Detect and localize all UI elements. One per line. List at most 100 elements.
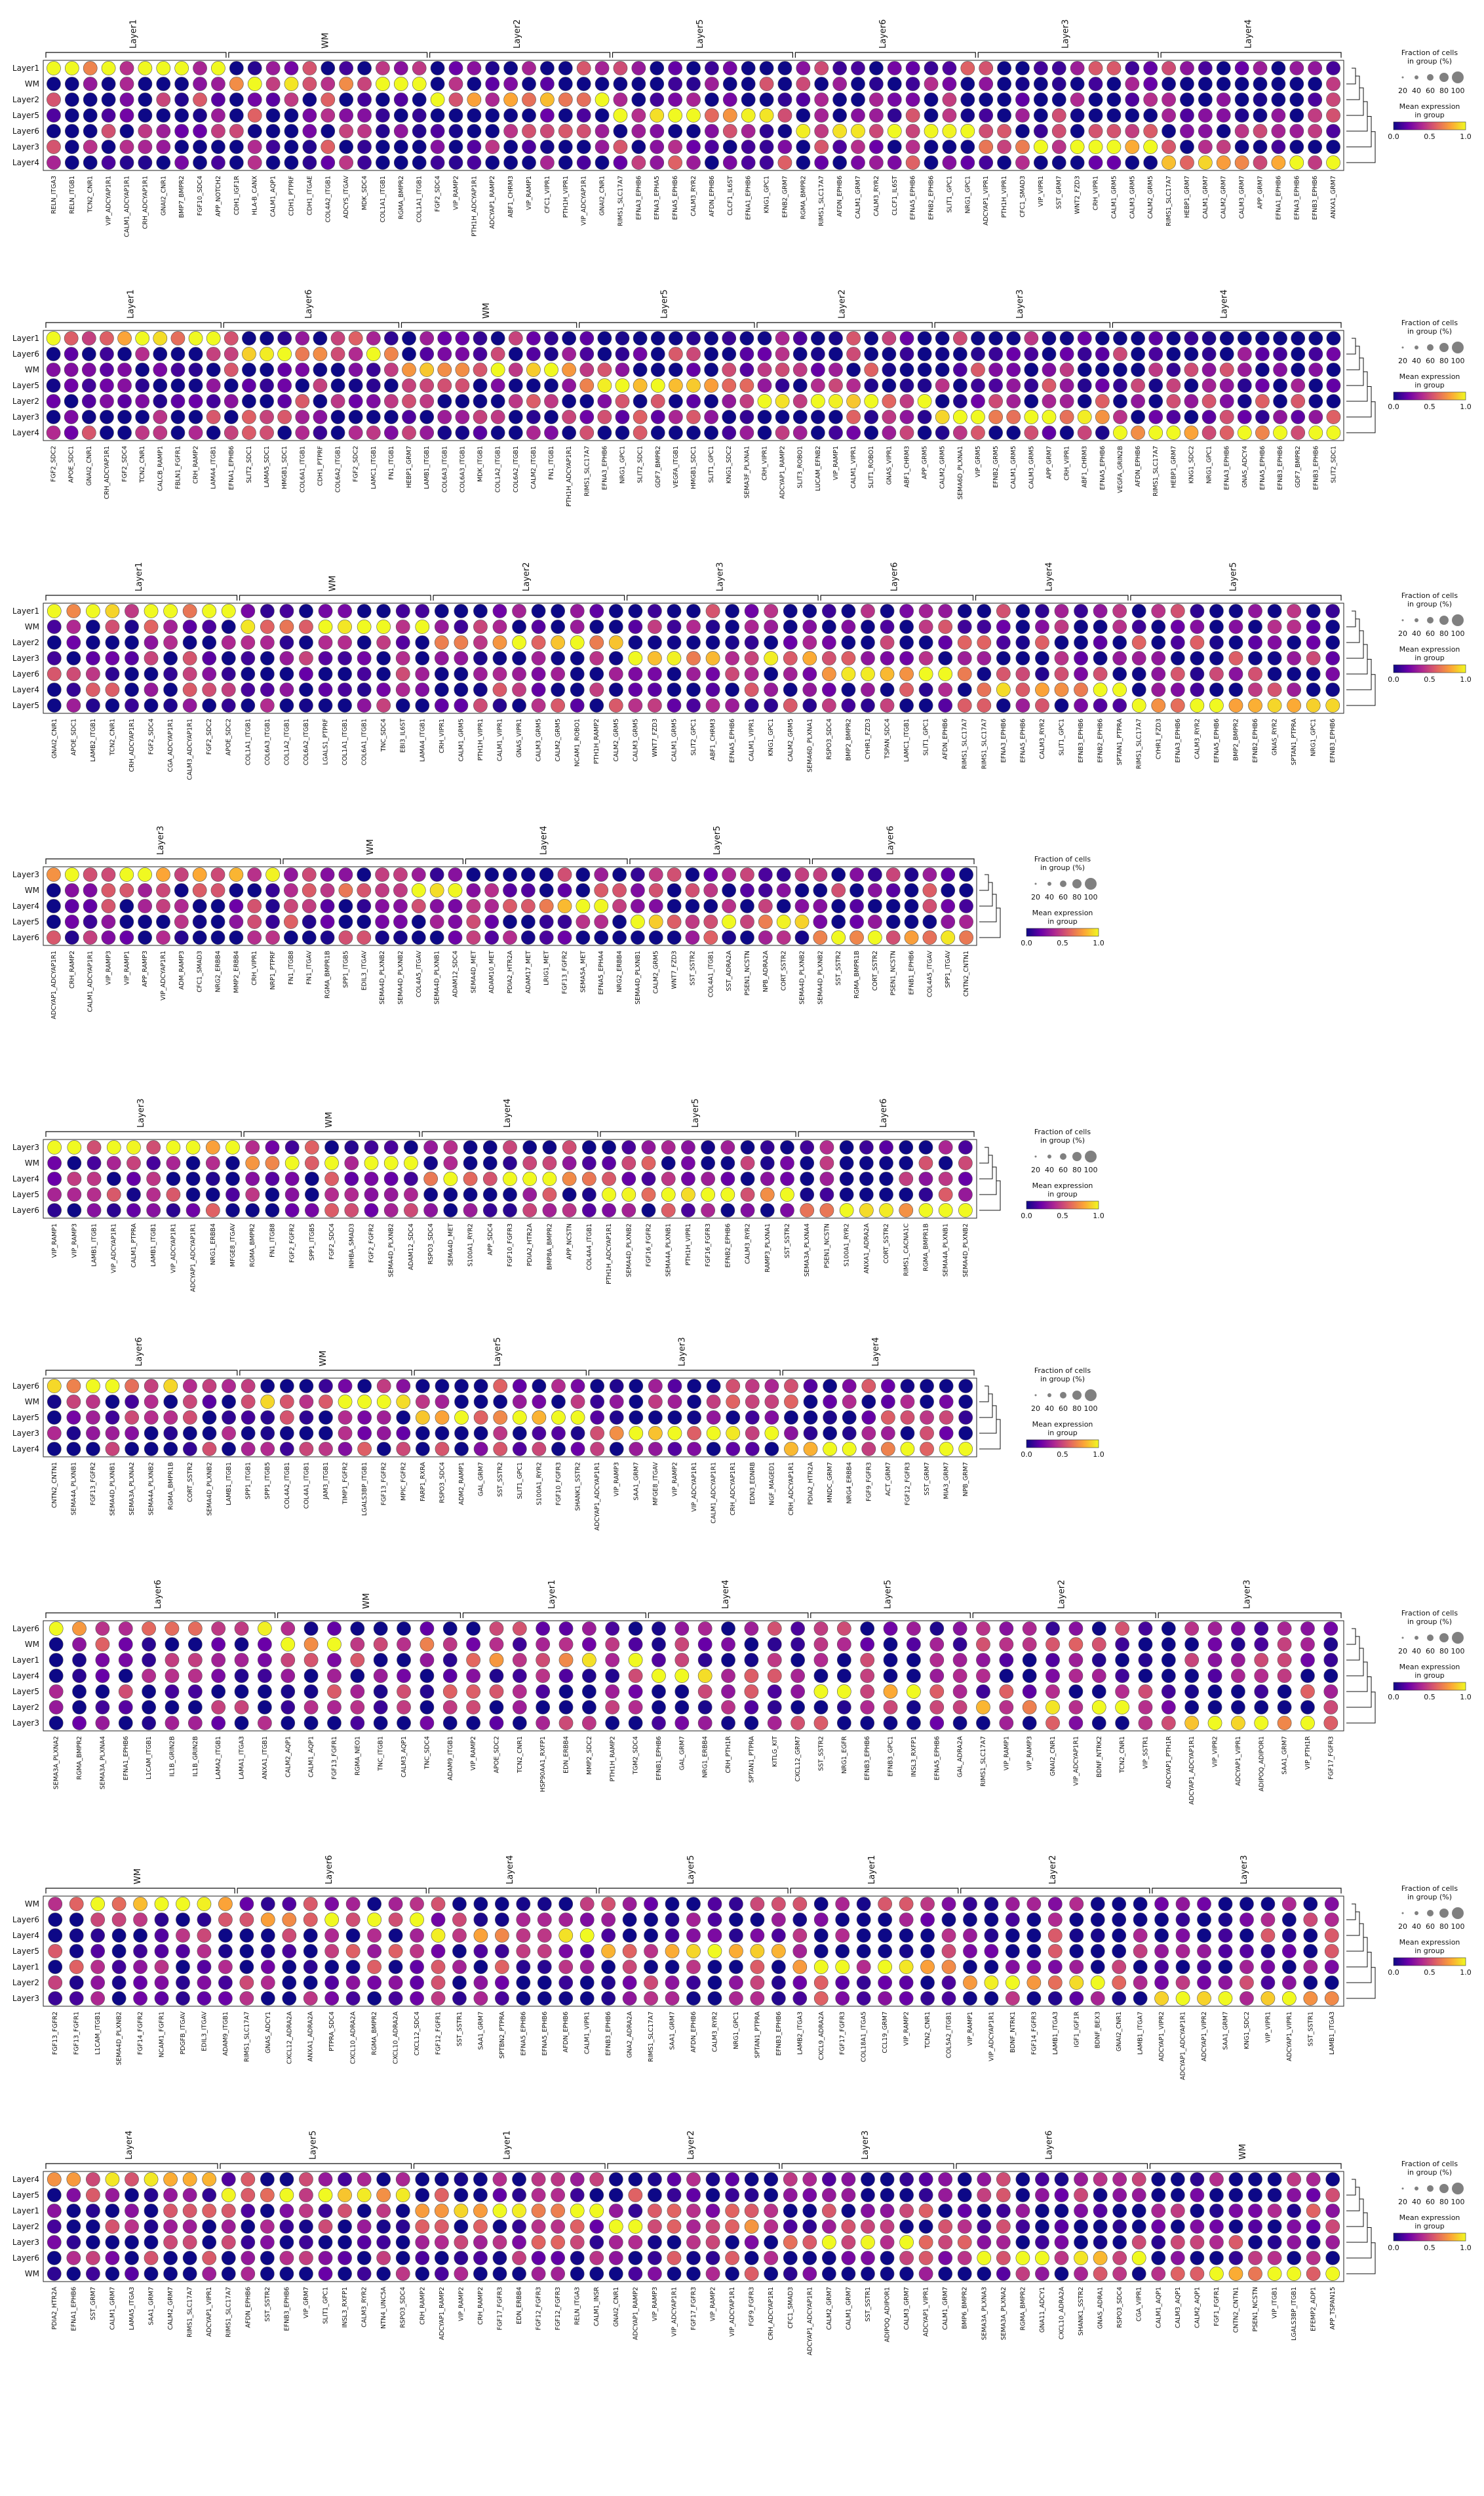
dot-mark: [1035, 2251, 1049, 2265]
dot-mark: [443, 1203, 458, 1218]
dot-mark: [1045, 1700, 1060, 1714]
dot-mark: [265, 140, 281, 154]
dot-mark: [135, 378, 150, 393]
dot-mark: [929, 1621, 945, 1636]
dot-mark: [741, 155, 756, 170]
dot-mark: [299, 2235, 313, 2249]
dot-mark: [423, 1187, 439, 1202]
dot-mark: [366, 426, 381, 440]
dot-mark: [540, 124, 555, 138]
gene-label: ADAM12_SDC4: [408, 1223, 415, 1270]
dot-mark: [1201, 410, 1217, 424]
dot-mark: [357, 2188, 372, 2202]
dot-mark: [125, 2235, 139, 2249]
gene-label: FGF13_FGFR2: [562, 951, 569, 994]
dot-mark: [202, 2235, 217, 2249]
dot-mark: [1277, 1716, 1292, 1730]
dot-mark: [397, 1653, 411, 1667]
dot-mark: [166, 1187, 181, 1202]
dot-mark: [720, 1187, 735, 1202]
gene-label: FGF14_FGFR2: [137, 2011, 144, 2055]
dot-mark: [174, 930, 189, 945]
dot-mark: [260, 683, 275, 697]
dot-mark: [64, 363, 79, 377]
dot-mark: [1045, 1684, 1060, 1699]
dot-mark: [106, 1187, 121, 1202]
dot-mark: [1248, 667, 1262, 681]
dot-mark: [531, 667, 546, 681]
gene-label: SHANK1_SSTR2: [1078, 2287, 1085, 2335]
dot-mark: [473, 2267, 488, 2281]
gene-label: GAL_GRM7: [678, 1736, 686, 1770]
dot-mark: [224, 378, 239, 393]
dot-mark: [66, 683, 81, 697]
dot-mark: [977, 604, 992, 618]
gene-label: VIP_RAMP2: [903, 2011, 910, 2046]
dot-mark: [814, 108, 829, 123]
gene-label: FGF14_FGFR3: [1030, 2011, 1038, 2055]
dot-mark: [590, 1410, 604, 1425]
dot-mark: [631, 108, 646, 123]
dot-mark: [562, 426, 576, 440]
gene-label: CRH_VIPR1: [251, 951, 258, 985]
gene-label: VIP_RAMP1: [967, 2011, 974, 2046]
gene-label: CALM1_PTPRA: [130, 1223, 138, 1267]
dot-mark: [395, 2235, 410, 2249]
dot-mark: [952, 331, 967, 346]
gene-label: RIMS1_SLC17A7: [648, 2011, 655, 2062]
dot-mark: [764, 635, 779, 650]
dot-mark: [859, 1172, 874, 1186]
gene-label: SEMA4D_PLXNB2: [116, 2011, 123, 2065]
dot-mark: [722, 410, 737, 424]
size-legend-title: in group (%): [1040, 1136, 1085, 1145]
dot-mark: [260, 347, 274, 361]
dot-mark: [202, 667, 217, 681]
dot-mark: [1306, 2219, 1321, 2234]
dot-mark: [101, 930, 116, 945]
dot-mark: [484, 899, 499, 913]
gene-label: VIP_ADCYAP1R1: [691, 1462, 698, 1512]
gene-label: SEMA4A_PLXNB1: [943, 1223, 950, 1277]
dot-mark: [182, 2188, 197, 2202]
dot-mark: [503, 867, 517, 882]
dot-mark: [473, 1944, 488, 1958]
dot-mark: [357, 2219, 372, 2234]
gene-label: ADCYAP1_VIPR2: [1158, 2011, 1165, 2061]
dot-mark: [920, 1395, 934, 1409]
dot-mark: [741, 108, 756, 123]
gene-label: VIP_RAMP2: [671, 1462, 678, 1496]
dot-mark: [224, 394, 239, 408]
gene-label: APOE_SDC2: [493, 1736, 500, 1773]
dot-mark: [531, 2204, 546, 2218]
colorbar-tick: 0.5: [1057, 1212, 1068, 1220]
dot-mark: [905, 140, 920, 154]
dot-mark: [69, 1991, 84, 2006]
gene-label: LAMB1_ITGB1: [150, 1223, 157, 1267]
gene-label: MMP2_SDC2: [586, 1736, 593, 1775]
dot-mark: [1216, 140, 1231, 154]
dot-mark: [984, 1960, 999, 1974]
dot-mark: [907, 1669, 921, 1683]
gene-label: TCN2_CNR1: [517, 1736, 524, 1773]
dot-mark: [558, 1912, 574, 1927]
gene-label: SLIT2_SDC1: [637, 446, 644, 483]
dot-mark: [396, 1442, 411, 1456]
gene-label: EFNB3_EPHB6: [283, 2287, 290, 2331]
gene-label: KNG1_SDC2: [726, 446, 733, 484]
dot-mark: [667, 1379, 682, 1393]
colorbar: [1393, 121, 1466, 130]
dot-mark: [49, 1684, 64, 1699]
dot-mark: [69, 1944, 84, 1958]
dot-mark: [1051, 140, 1066, 154]
gene-label: CALM2_GRM5: [1147, 176, 1154, 219]
dot-mark: [650, 410, 665, 424]
gene-label: VIP_RAMP1: [1003, 1736, 1010, 1770]
dot-mark: [448, 140, 463, 154]
gene-label: CFC1_SMAD3: [787, 2287, 794, 2329]
dot-mark: [721, 1684, 735, 1699]
dot-mark: [1180, 140, 1194, 154]
dot-mark: [455, 378, 470, 393]
dot-mark: [90, 1912, 106, 1927]
dot-mark: [420, 1716, 435, 1730]
dot-mark: [357, 77, 372, 91]
